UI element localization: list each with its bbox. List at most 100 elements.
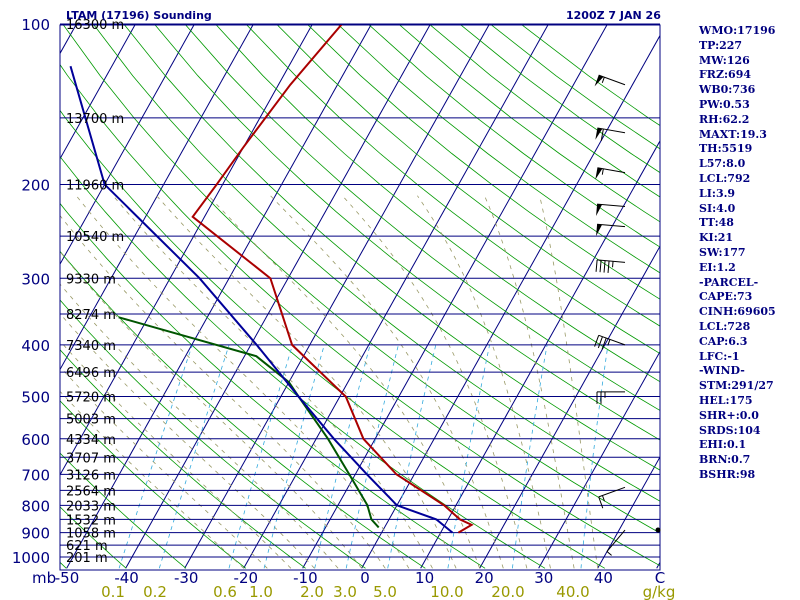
x-axis-label: C (655, 569, 665, 587)
dry-adiabat-line (60, 155, 546, 569)
index-line: CAP:6.3 (699, 334, 748, 348)
dry-adiabat-line (62, 25, 660, 534)
index-line: EI:1.2 (699, 260, 736, 274)
series-layer (69, 25, 474, 534)
height-label: 7340 m (66, 339, 116, 354)
index-line: LI:3.9 (699, 186, 736, 200)
isotherm-line (66, 25, 372, 569)
temperature-tick-label: 0 (360, 569, 370, 587)
temperature-tick-label: -40 (114, 569, 139, 587)
grid-clip (0, 24, 660, 569)
moist-adiabat-line (60, 366, 268, 569)
height-label: 6496 m (66, 366, 116, 381)
dry-adiabat-line (60, 202, 486, 569)
mixing-ratio-label: 10.0 (430, 583, 463, 600)
barb-staff (597, 223, 626, 228)
mixing-ratio-line (263, 344, 325, 569)
dry-adiabat-line (368, 25, 660, 248)
mixing-ratio-label: g/kg (643, 583, 676, 600)
temperature-tick-label: -50 (55, 569, 80, 587)
surface-wind-marker (655, 527, 661, 533)
barb-full (597, 336, 603, 349)
moist-adiabat-line (75, 195, 410, 569)
barb-full (595, 259, 598, 272)
isotherm-line (0, 24, 17, 568)
pressure-tick-label: 700 (21, 466, 50, 484)
dry-adiabat-line (60, 63, 660, 567)
barb-flag (595, 127, 603, 140)
height-label: 11960 m (66, 178, 124, 193)
barb-half (612, 261, 614, 268)
pressure-tick-label: 1000 (12, 549, 50, 567)
barb-full (600, 128, 604, 141)
barb-flag (595, 167, 603, 180)
index-line: CINH:69605 (699, 305, 776, 319)
wind-barb (595, 167, 626, 180)
dry-adiabat-line (307, 25, 660, 300)
moist-adiabat-line (208, 195, 481, 569)
height-label: 5003 m (66, 413, 116, 428)
height-label: 1532 m (66, 513, 116, 528)
dry-adiabat-line (60, 349, 306, 569)
index-line: RH:62.2 (699, 112, 750, 126)
isotherm-line (302, 25, 608, 569)
dry-adiabat-line (60, 452, 187, 569)
barb-staff (597, 127, 626, 134)
isotherm-line (597, 455, 660, 569)
isotherm-line (243, 25, 549, 569)
wind-barb (596, 223, 626, 237)
barb-full (607, 260, 610, 273)
barb-staff (598, 334, 626, 346)
index-line: HEL:175 (699, 393, 753, 407)
barb-half (607, 339, 611, 346)
index-line: SW:177 (699, 245, 746, 259)
temperature-line (191, 25, 474, 534)
barb-half (601, 77, 605, 84)
mixing-ratio-label: 20.0 (491, 583, 524, 600)
mixing-ratio-line (228, 344, 293, 569)
barb-staff (597, 259, 626, 263)
height-label: 16300 m (66, 18, 124, 33)
barb-flag (594, 75, 604, 87)
dry-adiabat-line (124, 25, 660, 471)
height-label: 3707 m (66, 451, 116, 466)
barb-full (603, 260, 606, 273)
mixing-ratio-label: 40.0 (556, 583, 589, 600)
barb-full (599, 260, 602, 273)
dry-adiabat-line (337, 25, 660, 274)
index-line: STM:291/27 (699, 379, 774, 393)
wind-barb (598, 486, 626, 509)
mixing-ratio-line (118, 344, 193, 569)
height-label: 10540 m (66, 230, 124, 245)
temperature-tick-label: 10 (415, 569, 434, 587)
moist-adiabat-line (112, 195, 433, 569)
dry-adiabat-line (276, 25, 660, 327)
mixing-ratio-label: 0.6 (213, 583, 237, 600)
isotherm-line (361, 34, 660, 569)
moist-adiabat-line (60, 390, 244, 569)
mixing-ratio-line (314, 344, 371, 569)
height-label: 2564 m (66, 484, 116, 499)
mixing-ratio-line (580, 344, 609, 569)
mixing-ratio-label: 3.0 (333, 583, 357, 600)
index-line: L57:8.0 (699, 157, 746, 171)
index-line: PW:0.53 (699, 97, 750, 111)
wind-barb-layer (594, 74, 661, 556)
dry-adiabat-line (185, 25, 660, 411)
mixing-ratio-label: 0.2 (143, 583, 167, 600)
isotherm-line (60, 25, 254, 371)
parcel-line (69, 65, 454, 534)
dry-adiabat-line (215, 25, 660, 383)
wind-barb (606, 529, 626, 556)
index-line: -WIND- (699, 364, 745, 378)
pressure-tick-label: 800 (21, 497, 50, 515)
mixing-ratio-line (512, 344, 548, 569)
dewpoint-line (118, 316, 380, 529)
temperature-tick-label: 30 (534, 569, 553, 587)
temperature-tick-label: 40 (594, 569, 613, 587)
wind-barb (596, 391, 625, 404)
moist-adiabat-line (539, 195, 599, 569)
moist-adiabat-line (60, 313, 315, 569)
isotherm-line (538, 350, 660, 569)
dry-adiabat-line (60, 506, 127, 569)
